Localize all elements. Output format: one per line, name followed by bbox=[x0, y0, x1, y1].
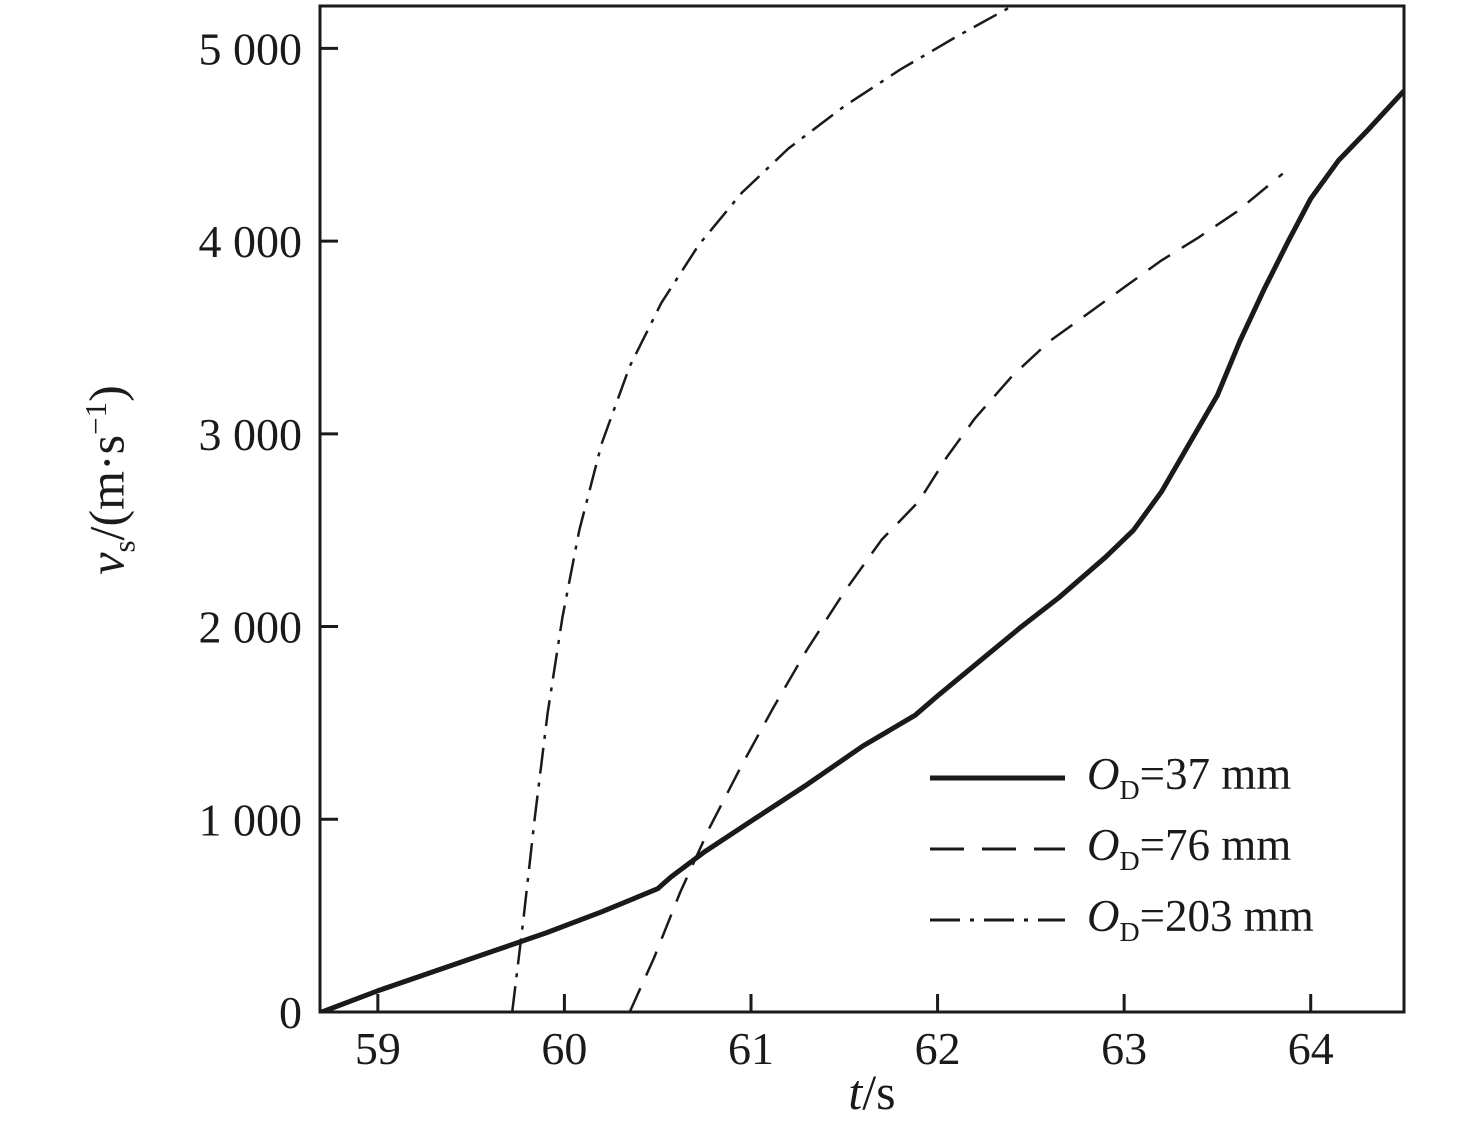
legend-item-203mm: OD=203 mm bbox=[930, 884, 1314, 955]
y-axis-units-close: ) bbox=[78, 385, 135, 402]
solid-line-sample-icon bbox=[930, 775, 1065, 780]
svg-text:59: 59 bbox=[355, 1023, 401, 1074]
dashdot-line-sample-icon bbox=[930, 918, 1065, 921]
x-axis-variable: t bbox=[848, 1064, 863, 1120]
legend: OD=37 mm OD=76 mm OD=203 mm bbox=[930, 742, 1314, 955]
svg-text:0: 0 bbox=[279, 987, 302, 1038]
svg-text:4 000: 4 000 bbox=[199, 216, 303, 267]
x-axis-units: /s bbox=[862, 1064, 896, 1120]
y-axis-variable: v bbox=[78, 552, 135, 575]
y-axis-variable-subscript: s bbox=[106, 540, 142, 553]
y-axis-units-exponent: −1 bbox=[77, 401, 113, 435]
legend-label-76mm: OD=76 mm bbox=[1087, 820, 1292, 877]
legend-label-203mm: OD=203 mm bbox=[1087, 891, 1314, 948]
svg-text:63: 63 bbox=[1101, 1023, 1147, 1074]
svg-text:62: 62 bbox=[915, 1023, 961, 1074]
legend-item-76mm: OD=76 mm bbox=[930, 813, 1314, 884]
svg-text:3 000: 3 000 bbox=[199, 409, 303, 460]
svg-text:61: 61 bbox=[728, 1023, 774, 1074]
svg-text:2 000: 2 000 bbox=[199, 602, 303, 653]
legend-item-37mm: OD=37 mm bbox=[930, 742, 1314, 813]
legend-label-37mm: OD=37 mm bbox=[1087, 749, 1292, 806]
svg-text:1 000: 1 000 bbox=[199, 794, 303, 845]
x-axis-label: t/s bbox=[848, 1063, 895, 1121]
svg-text:60: 60 bbox=[541, 1023, 587, 1074]
dashed-line-sample-icon bbox=[930, 847, 1065, 850]
svg-text:5 000: 5 000 bbox=[199, 23, 303, 74]
y-axis-label: vs/(m·s−1) bbox=[78, 385, 143, 574]
svg-text:64: 64 bbox=[1288, 1023, 1334, 1074]
y-axis-units: /(m·s bbox=[78, 434, 135, 541]
